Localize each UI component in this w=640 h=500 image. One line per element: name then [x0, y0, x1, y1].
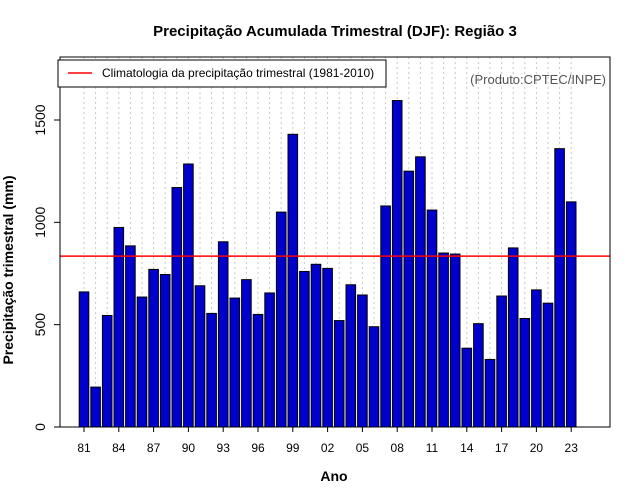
legend: Climatologia da precipitação trimestral …	[57, 59, 387, 88]
bar-18	[507, 247, 519, 428]
bar-12	[438, 252, 449, 428]
bar-20	[531, 289, 542, 428]
bar-16	[484, 358, 496, 428]
bar-97	[264, 292, 275, 428]
x-tick-label-20: 20	[530, 441, 544, 455]
bar-14	[461, 347, 473, 428]
x-tick-label-93: 93	[217, 441, 231, 455]
bar-09	[403, 170, 415, 428]
bar-95	[241, 279, 252, 428]
x-tick-label-17: 17	[495, 441, 509, 455]
bar-07	[380, 205, 391, 428]
bar-02	[322, 267, 333, 428]
bar-06	[368, 326, 380, 428]
x-tick-label-02: 02	[321, 441, 335, 455]
bar-11	[426, 209, 438, 428]
y-tick-label-0: 0	[32, 423, 48, 431]
bar-98	[275, 211, 287, 428]
y-tick-label-1000: 1000	[32, 207, 48, 238]
bar-21	[542, 302, 554, 428]
bar-05	[357, 294, 368, 428]
y-tick-label-1500: 1500	[32, 104, 48, 135]
legend-entry-climatology: Climatologia da precipitação trimestral …	[102, 66, 374, 80]
bar-22	[554, 148, 565, 428]
x-tick-label-99: 99	[286, 441, 300, 455]
bar-86	[136, 296, 148, 428]
x-tick-label-81: 81	[77, 441, 91, 455]
x-tick-label-23: 23	[565, 441, 579, 455]
legend-box	[57, 59, 387, 88]
bar-10	[415, 156, 426, 428]
credit-text: (Produto:CPTEC/INPE)	[470, 72, 606, 87]
bar-91	[194, 285, 206, 428]
bar-84	[113, 226, 125, 428]
bar-17	[496, 295, 507, 428]
bar-23	[565, 201, 577, 428]
x-axis-label: Ano	[320, 468, 347, 484]
bar-96	[252, 313, 264, 428]
chart-title: Precipitação Acumulada Trimestral (DJF):…	[153, 23, 517, 40]
bar-89	[171, 187, 183, 428]
bar-92	[206, 312, 217, 428]
bar-90	[183, 163, 194, 428]
y-tick-label-500: 500	[32, 313, 48, 337]
bar-93	[217, 241, 229, 428]
x-tick-label-05: 05	[356, 441, 370, 455]
bar-82	[90, 386, 101, 428]
bar-85	[125, 245, 136, 428]
bar-00	[299, 270, 310, 428]
bar-03	[333, 320, 345, 428]
plot-frame	[59, 56, 611, 428]
bar-81	[78, 291, 90, 428]
bar-94	[229, 297, 241, 428]
x-tick-label-84: 84	[112, 441, 126, 455]
bar-15	[473, 323, 484, 428]
bar-99	[287, 133, 299, 428]
x-tick-label-14: 14	[460, 441, 474, 455]
bar-88	[159, 274, 171, 428]
x-tick-label-08: 08	[391, 441, 405, 455]
bar-04	[345, 284, 357, 428]
bar-87	[148, 268, 159, 428]
x-axis: 81 84 87 90 93 96 99 02 05 08 11 14 17 20 23	[77, 427, 578, 455]
x-tick-label-11: 11	[426, 441, 439, 455]
bar-19	[519, 318, 531, 428]
y-axis: 0 500 1000 1500	[32, 104, 60, 431]
bars	[78, 100, 577, 428]
bar-08	[391, 100, 403, 428]
bar-13	[449, 253, 461, 428]
bar-01	[310, 263, 322, 428]
bar-83	[101, 314, 113, 428]
x-tick-label-96: 96	[251, 441, 265, 455]
x-tick-label-90: 90	[182, 441, 196, 455]
y-axis-label: Precipitação trimestral (mm)	[0, 175, 16, 364]
x-tick-label-87: 87	[147, 441, 161, 455]
